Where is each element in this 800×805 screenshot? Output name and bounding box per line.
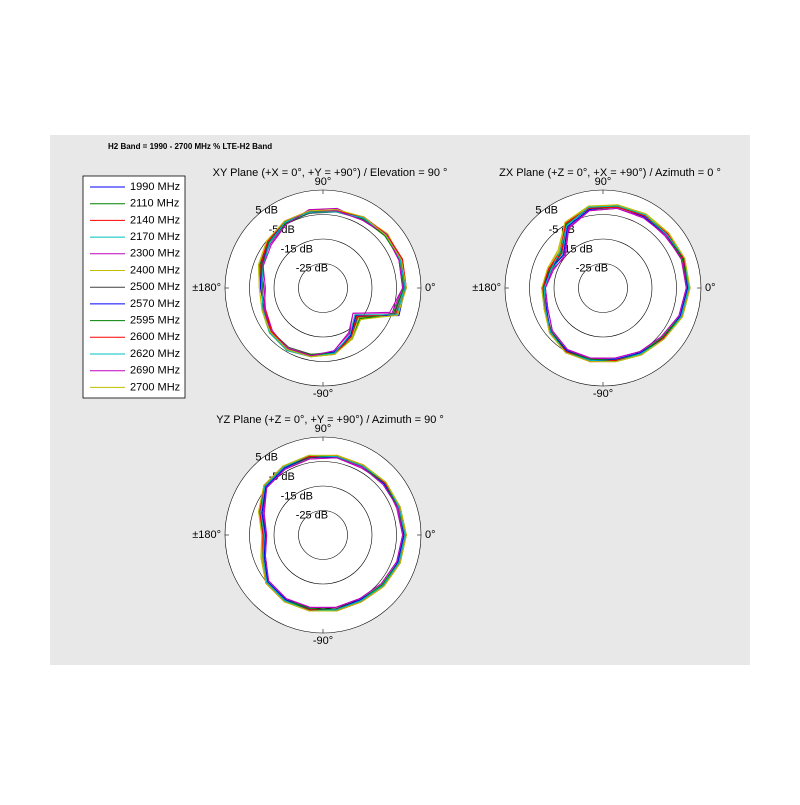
pattern-trace — [258, 454, 407, 612]
pattern-trace — [258, 209, 407, 358]
radial-tick-label: -15 dB — [281, 243, 313, 255]
legend-label: 1990 MHz — [130, 181, 180, 193]
pattern-trace — [260, 454, 406, 612]
radial-tick-label: -25 dB — [576, 263, 608, 275]
pattern-trace — [544, 207, 687, 359]
angle-tick-label: 90° — [595, 176, 612, 188]
angle-tick-label: ±180° — [192, 529, 221, 541]
radial-grid-ring — [249, 214, 397, 362]
plot-title: YZ Plane (+Z = 0°, +Y = +90°) / Azimuth … — [216, 414, 444, 426]
radial-tick-label: -25 dB — [296, 510, 328, 522]
angle-tick-label: -90° — [313, 388, 333, 400]
angle-tick-label: 0° — [425, 529, 436, 541]
plot-background — [225, 190, 421, 386]
plot-title: ZX Plane (+Z = 0°, +X = +90°) / Azimuth … — [499, 167, 721, 179]
radial-tick-label: 5 dB — [255, 452, 278, 464]
radial-grid-ring — [273, 238, 373, 338]
legend-label: 2620 MHz — [130, 348, 180, 360]
angle-tick-label: 0° — [425, 282, 436, 294]
legend-label: 2690 MHz — [130, 365, 180, 377]
pattern-trace — [263, 457, 404, 608]
radial-grid-ring — [298, 263, 348, 313]
plot-background — [225, 437, 421, 633]
legend-label: 2170 MHz — [130, 231, 180, 243]
radial-grid-ring — [553, 238, 653, 338]
legend-label: 2595 MHz — [130, 315, 180, 327]
radial-tick-label: -15 dB — [281, 490, 313, 502]
legend-label: 2300 MHz — [130, 248, 180, 260]
radial-tick-label: -15 dB — [561, 243, 593, 255]
radial-tick-label: -25 dB — [296, 263, 328, 275]
radial-grid-ring — [298, 510, 348, 560]
angle-tick-label: 90° — [315, 423, 332, 435]
angle-tick-label: -90° — [593, 388, 613, 400]
radial-grid-ring — [273, 485, 373, 585]
radial-tick-label: 5 dB — [535, 205, 558, 217]
plot-title: XY Plane (+X = 0°, +Y = +90°) / Elevatio… — [213, 167, 448, 179]
angle-tick-label: -90° — [313, 635, 333, 647]
legend-label: 2600 MHz — [130, 331, 180, 343]
pattern-trace — [262, 209, 404, 357]
angle-tick-label: ±180° — [192, 282, 221, 294]
radial-grid-ring — [578, 263, 628, 313]
angle-tick-label: 0° — [705, 282, 716, 294]
legend-label: 2400 MHz — [130, 264, 180, 276]
angle-tick-label: ±180° — [472, 282, 501, 294]
pattern-trace — [541, 204, 691, 363]
legend-label: 2570 MHz — [130, 298, 180, 310]
legend-label: 2110 MHz — [130, 198, 179, 210]
legend-label: 2700 MHz — [130, 381, 180, 393]
pattern-trace — [261, 211, 406, 358]
figure-title: H2 Band = 1990 - 2700 MHz % LTE-H2 Band — [108, 142, 272, 151]
plot-background — [505, 190, 701, 386]
radial-tick-label: 5 dB — [255, 205, 278, 217]
angle-tick-label: 90° — [315, 176, 332, 188]
legend-label: 2500 MHz — [130, 281, 180, 293]
pattern-trace — [543, 205, 690, 363]
radial-grid-ring — [249, 461, 397, 609]
legend-label: 2140 MHz — [130, 214, 180, 226]
